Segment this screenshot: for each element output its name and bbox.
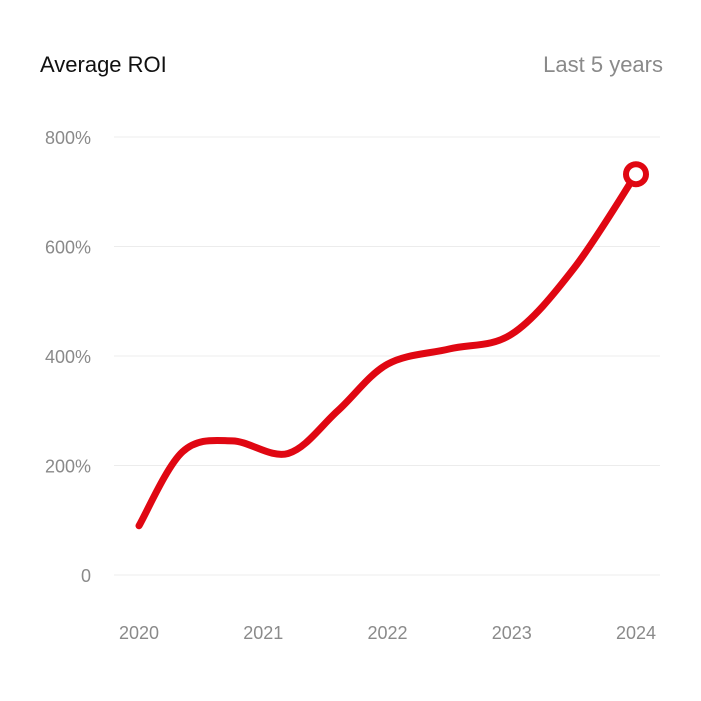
x-tick-label: 2022 xyxy=(367,623,407,643)
x-tick-label: 2021 xyxy=(243,623,283,643)
last-point-marker[interactable] xyxy=(623,161,649,188)
y-tick-label: 200% xyxy=(45,457,91,477)
chart-title: Average ROI xyxy=(40,52,167,77)
y-tick-label: 600% xyxy=(45,238,91,258)
x-tick-label: 2023 xyxy=(492,623,532,643)
y-tick-label: 800% xyxy=(45,128,91,148)
y-tick-label: 400% xyxy=(45,347,91,367)
range-selector[interactable]: Last 5 years xyxy=(543,52,663,77)
roi-series-line xyxy=(135,170,640,530)
y-tick-label: 0 xyxy=(81,566,91,586)
x-tick-label: 2020 xyxy=(119,623,159,643)
x-tick-label: 2024 xyxy=(616,623,656,643)
